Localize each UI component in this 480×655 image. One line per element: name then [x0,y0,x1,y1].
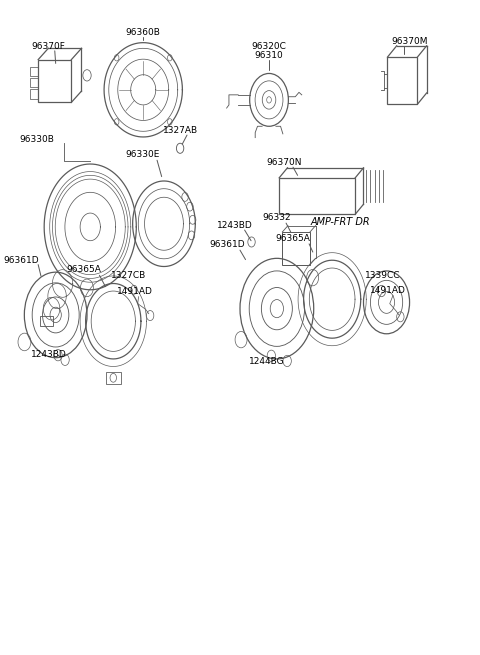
Text: 96365A: 96365A [66,265,101,274]
Text: 1491AD: 1491AD [117,287,153,296]
Text: 1243BD: 1243BD [31,350,67,359]
Text: 1243BD: 1243BD [216,221,252,230]
Text: 96370F: 96370F [32,42,66,51]
Text: AMP-FRT DR: AMP-FRT DR [310,217,370,227]
Text: 96370M: 96370M [391,37,428,46]
Text: 96365A: 96365A [276,234,311,242]
Text: 96310: 96310 [255,50,283,60]
Text: 96320C: 96320C [252,42,287,51]
Bar [30,89,38,99]
Bar [38,60,72,102]
Text: 96332: 96332 [263,213,291,222]
Bar [279,178,355,214]
Bar [30,67,38,76]
Bar [30,78,38,87]
Text: 1339CC: 1339CC [365,271,401,280]
Text: 1244BG: 1244BG [249,358,285,367]
Bar [387,57,418,104]
Text: 1327CB: 1327CB [111,271,146,280]
Text: 96361D: 96361D [3,255,39,265]
Text: 96330E: 96330E [125,150,159,159]
Bar [40,316,53,326]
Text: 1491AD: 1491AD [371,286,406,295]
Text: 96330B: 96330B [20,135,55,144]
Text: 96361D: 96361D [209,240,245,249]
Text: 1327AB: 1327AB [163,126,198,135]
Text: 96360B: 96360B [126,28,161,37]
Bar [282,232,310,265]
Text: 96370N: 96370N [266,158,301,167]
Bar [106,371,120,384]
